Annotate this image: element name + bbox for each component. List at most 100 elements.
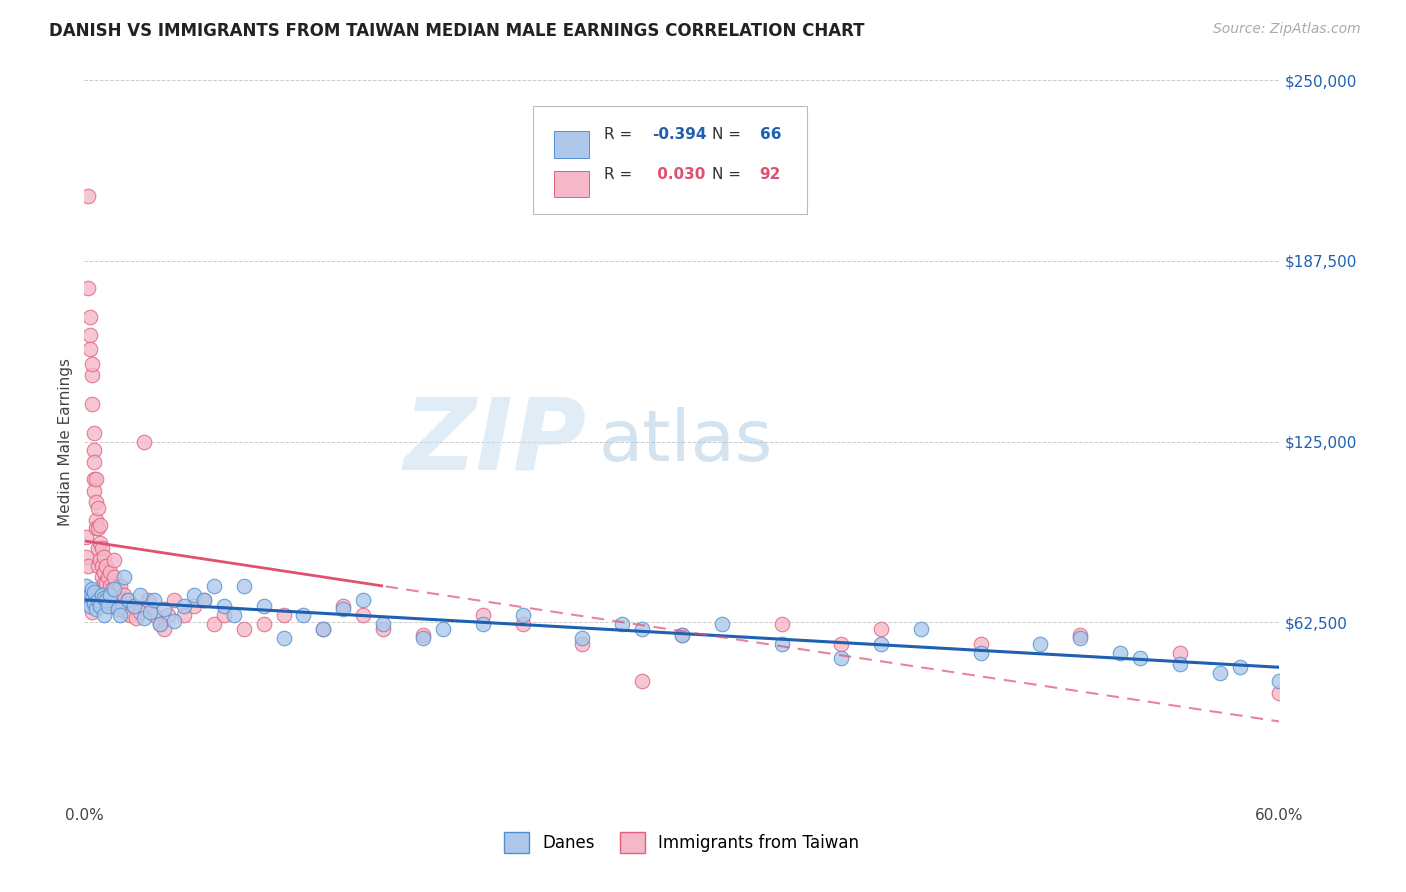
Point bbox=[86, 495, 108, 509]
Point bbox=[1268, 674, 1291, 689]
Point bbox=[79, 588, 101, 602]
Point bbox=[105, 593, 128, 607]
Point bbox=[77, 558, 100, 573]
Point bbox=[93, 550, 115, 565]
Point bbox=[97, 588, 120, 602]
Point bbox=[202, 579, 225, 593]
Point bbox=[273, 631, 295, 645]
Point bbox=[77, 593, 100, 607]
Point bbox=[512, 616, 534, 631]
Point bbox=[770, 616, 793, 631]
Point bbox=[96, 593, 118, 607]
Point bbox=[193, 593, 215, 607]
Point bbox=[103, 553, 125, 567]
Point bbox=[352, 607, 374, 622]
Point bbox=[149, 616, 172, 631]
Point bbox=[112, 570, 135, 584]
Point bbox=[253, 616, 276, 631]
Point bbox=[132, 611, 156, 625]
Point bbox=[89, 518, 111, 533]
Text: DANISH VS IMMIGRANTS FROM TAIWAN MEDIAN MALE EARNINGS CORRELATION CHART: DANISH VS IMMIGRANTS FROM TAIWAN MEDIAN … bbox=[49, 22, 865, 40]
Point bbox=[89, 599, 111, 614]
Point bbox=[91, 558, 114, 573]
Point bbox=[87, 593, 110, 607]
Point bbox=[373, 616, 395, 631]
Point bbox=[149, 616, 172, 631]
Point bbox=[117, 593, 139, 607]
Point bbox=[1229, 660, 1251, 674]
Point bbox=[115, 605, 138, 619]
Point bbox=[232, 623, 254, 637]
Point bbox=[212, 599, 235, 614]
Point bbox=[98, 599, 121, 614]
Point bbox=[870, 623, 893, 637]
Text: Source: ZipAtlas.com: Source: ZipAtlas.com bbox=[1213, 22, 1361, 37]
Point bbox=[631, 623, 654, 637]
Point bbox=[273, 607, 295, 622]
Point bbox=[111, 599, 134, 614]
Point bbox=[117, 593, 139, 607]
Point bbox=[83, 443, 105, 458]
Point bbox=[75, 530, 97, 544]
Point bbox=[671, 628, 693, 642]
Point bbox=[1109, 646, 1132, 660]
Point bbox=[98, 588, 121, 602]
Point bbox=[830, 637, 852, 651]
Point bbox=[112, 588, 135, 602]
Point bbox=[83, 596, 105, 610]
Point bbox=[671, 628, 693, 642]
Point bbox=[103, 582, 125, 596]
Point bbox=[1069, 628, 1091, 642]
Point bbox=[212, 607, 235, 622]
Point bbox=[432, 623, 454, 637]
Point bbox=[89, 553, 111, 567]
Point bbox=[107, 602, 129, 616]
Text: R =: R = bbox=[605, 167, 637, 182]
Point bbox=[571, 637, 593, 651]
Point bbox=[193, 593, 215, 607]
Point bbox=[571, 631, 593, 645]
Point bbox=[710, 616, 733, 631]
Point bbox=[93, 565, 115, 579]
Point bbox=[631, 674, 654, 689]
Point bbox=[82, 582, 104, 596]
FancyBboxPatch shape bbox=[533, 105, 807, 214]
Point bbox=[1129, 651, 1152, 665]
Point bbox=[157, 607, 180, 622]
Point bbox=[292, 607, 315, 622]
Point bbox=[122, 599, 145, 614]
Point bbox=[98, 579, 121, 593]
Point bbox=[612, 616, 634, 631]
Point bbox=[1069, 631, 1091, 645]
Point bbox=[107, 582, 129, 596]
Text: N =: N = bbox=[711, 167, 745, 182]
Point bbox=[173, 607, 195, 622]
Point bbox=[183, 588, 205, 602]
Y-axis label: Median Male Earnings: Median Male Earnings bbox=[58, 358, 73, 525]
Point bbox=[83, 472, 105, 486]
FancyBboxPatch shape bbox=[554, 131, 589, 158]
Text: ZIP: ZIP bbox=[404, 393, 586, 490]
Point bbox=[86, 602, 108, 616]
Point bbox=[93, 593, 115, 607]
Text: atlas: atlas bbox=[599, 407, 773, 476]
Point bbox=[136, 593, 159, 607]
Point bbox=[770, 637, 793, 651]
Point bbox=[143, 607, 166, 622]
Point bbox=[183, 599, 205, 614]
Point bbox=[163, 593, 186, 607]
Point bbox=[332, 602, 354, 616]
Point bbox=[86, 512, 108, 526]
Point bbox=[122, 599, 145, 614]
Point bbox=[110, 607, 132, 622]
Point bbox=[87, 521, 110, 535]
Point bbox=[412, 628, 434, 642]
Point bbox=[129, 605, 152, 619]
Point bbox=[77, 189, 100, 203]
Point bbox=[120, 607, 142, 622]
Point bbox=[970, 637, 993, 651]
Point bbox=[107, 599, 129, 614]
Point bbox=[870, 637, 893, 651]
Point bbox=[970, 646, 993, 660]
Point bbox=[153, 623, 176, 637]
